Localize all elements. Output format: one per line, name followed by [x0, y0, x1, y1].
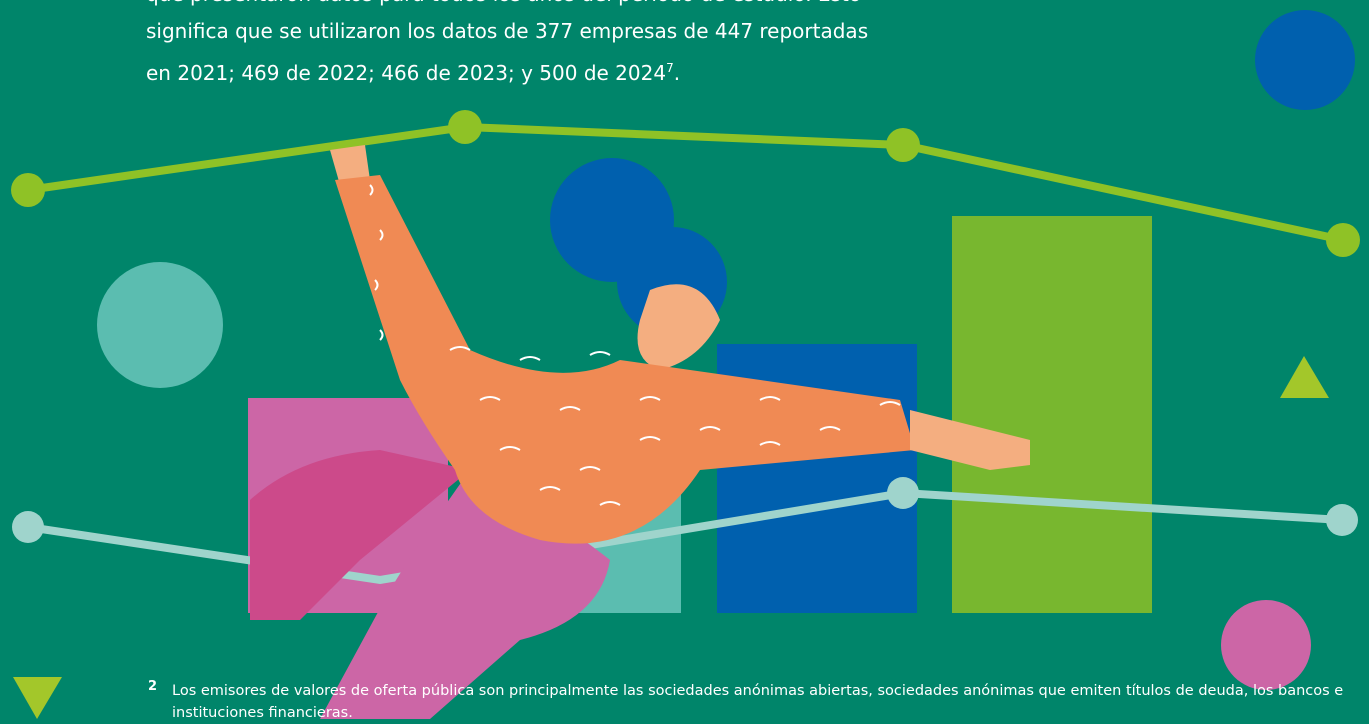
text-line: en 2021; 469 de 2022; 466 de 2023; y 500…: [146, 61, 667, 85]
text-line: significa que se utilizaron los datos de…: [146, 19, 869, 43]
footnote-number: 2: [148, 679, 158, 694]
punctuation: .: [673, 61, 681, 85]
paragraph: que presentaron datos para todos los año…: [146, 0, 1046, 92]
text-line: que presentaron datos para todos los año…: [146, 0, 1046, 13]
text-line: en 2021; 469 de 2022; 466 de 2023; y 500…: [146, 50, 1046, 92]
footnote-ref: 7: [666, 61, 674, 75]
footnote-text: Los emisores de valores de oferta públic…: [172, 683, 1344, 721]
footnote: 2 Los emisores de valores de oferta públ…: [146, 679, 1369, 724]
